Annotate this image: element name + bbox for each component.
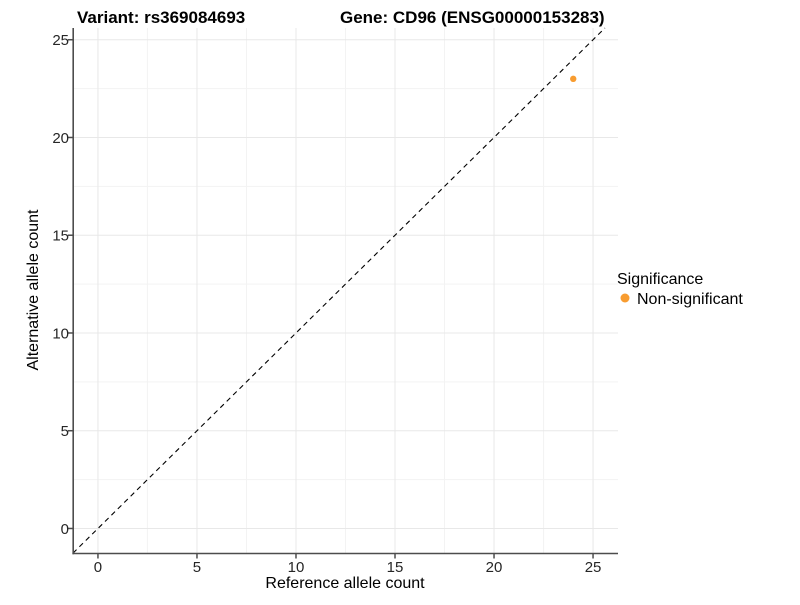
y-tick-label: 10	[52, 325, 69, 342]
legend-title: Significance	[617, 271, 703, 288]
x-tick-label: 20	[486, 559, 503, 576]
legend: Significance Non-significant	[617, 271, 743, 308]
data-points	[570, 75, 577, 83]
y-tick-labels: 0 5 10 15 20 25	[52, 32, 69, 538]
plot-title-variant: Variant: rs369084693	[77, 8, 245, 27]
plot-title-gene: Gene: CD96 (ENSG00000153283)	[340, 8, 605, 27]
data-point	[570, 75, 577, 83]
y-tick-marks	[68, 38, 73, 530]
x-tick-label: 5	[193, 559, 201, 576]
x-tick-labels: 0 5 10 15 20 25	[94, 559, 602, 576]
identity-reference-line	[72, 27, 606, 554]
legend-key-dot	[620, 293, 630, 303]
y-tick-label: 25	[52, 32, 69, 49]
x-tick-label: 15	[387, 559, 404, 576]
y-tick-label: 0	[61, 521, 69, 538]
x-axis-title: Reference allele count	[265, 575, 425, 592]
y-axis-title: Alternative allele count	[25, 209, 42, 371]
gridlines-major	[73, 28, 618, 554]
y-tick-label: 15	[52, 228, 69, 245]
x-tick-marks	[97, 553, 594, 559]
gridlines-minor	[73, 28, 618, 554]
x-tick-label: 0	[94, 559, 102, 576]
y-tick-label: 5	[61, 423, 69, 440]
x-tick-label: 25	[585, 559, 602, 576]
y-tick-label: 20	[52, 130, 69, 147]
x-tick-label: 10	[288, 559, 305, 576]
legend-item-label: Non-significant	[637, 291, 743, 308]
